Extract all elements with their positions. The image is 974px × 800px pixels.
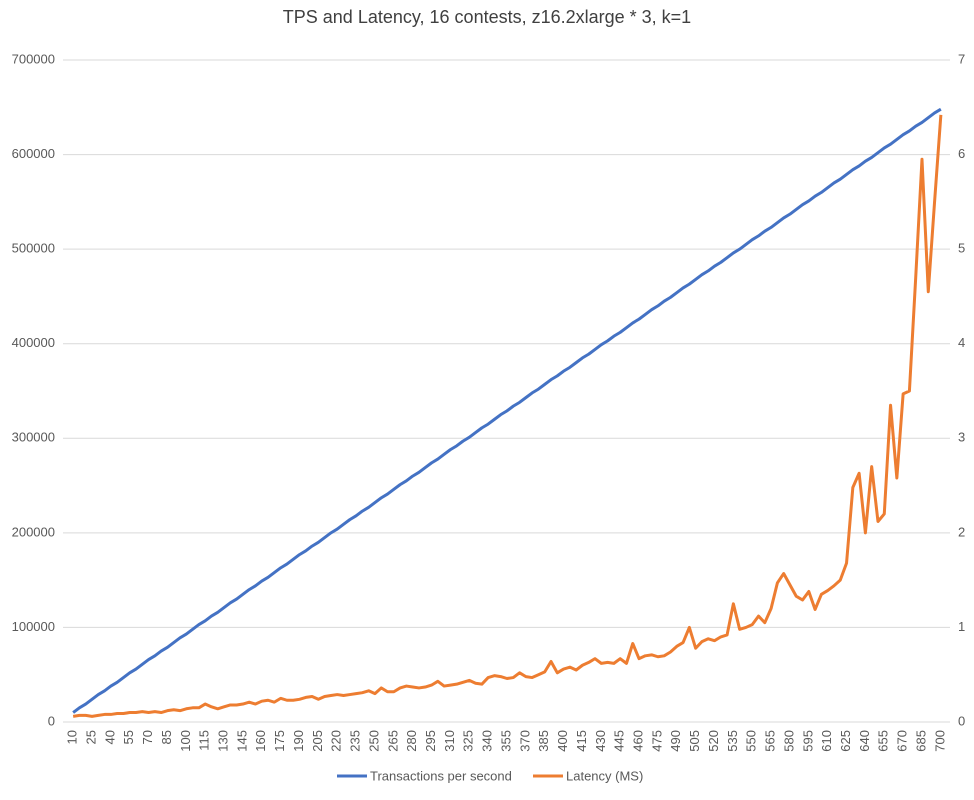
- x-tick-label: 700: [932, 730, 947, 752]
- x-tick-label: 280: [404, 730, 419, 752]
- x-tick-label: 550: [744, 730, 759, 752]
- x-tick-label: 25: [83, 730, 98, 744]
- x-tick-label: 565: [763, 730, 778, 752]
- x-tick-label: 310: [442, 730, 457, 752]
- y-tick-label: 200000: [12, 524, 55, 539]
- series-line: [72, 114, 943, 718]
- x-tick-label: 130: [215, 730, 230, 752]
- x-tick-label: 505: [687, 730, 702, 752]
- y2-tick-label: 6: [958, 146, 965, 161]
- x-tick-label: 355: [498, 730, 513, 752]
- y2-tick-label: 1: [958, 619, 965, 634]
- x-tick-label: 295: [423, 730, 438, 752]
- x-tick-label: 670: [895, 730, 910, 752]
- x-tick-label: 385: [536, 730, 551, 752]
- x-tick-label: 160: [253, 730, 268, 752]
- x-tick-label: 595: [800, 730, 815, 752]
- y-tick-label: 0: [48, 713, 55, 728]
- y2-tick-label: 5: [958, 241, 965, 256]
- x-tick-label: 340: [480, 730, 495, 752]
- x-tick-label: 400: [555, 730, 570, 752]
- x-tick-label: 115: [197, 730, 212, 751]
- x-tick-label: 655: [876, 730, 891, 752]
- x-tick-label: 175: [272, 730, 287, 752]
- y-tick-label: 600000: [12, 146, 55, 161]
- y-tick-label: 100000: [12, 619, 55, 634]
- y2-tick-label: 0: [958, 713, 965, 728]
- x-tick-label: 190: [291, 730, 306, 752]
- y2-tick-label: 3: [958, 430, 965, 445]
- x-tick-label: 100: [178, 730, 193, 752]
- x-tick-label: 460: [630, 730, 645, 752]
- legend-label: Transactions per second: [370, 768, 512, 783]
- x-tick-label: 475: [649, 730, 664, 752]
- x-tick-label: 685: [913, 730, 928, 752]
- chart-title: TPS and Latency, 16 contests, z16.2xlarg…: [283, 7, 691, 27]
- y-tick-label: 700000: [12, 51, 55, 66]
- y2-tick-label: 2: [958, 524, 965, 539]
- x-tick-label: 55: [121, 730, 136, 744]
- series-line: [72, 107, 942, 714]
- x-tick-label: 580: [781, 730, 796, 752]
- y2-tick-label: 7: [958, 51, 965, 66]
- y-tick-label: 400000: [12, 335, 55, 350]
- x-tick-label: 85: [159, 730, 174, 744]
- x-tick-label: 430: [593, 730, 608, 752]
- x-tick-label: 10: [65, 730, 80, 744]
- x-tick-label: 235: [348, 730, 363, 752]
- x-tick-label: 370: [517, 730, 532, 752]
- x-tick-label: 520: [706, 730, 721, 752]
- legend-label: Latency (MS): [566, 768, 643, 783]
- x-tick-label: 445: [612, 730, 627, 752]
- x-tick-label: 610: [819, 730, 834, 752]
- x-tick-label: 535: [725, 730, 740, 752]
- x-tick-label: 415: [574, 730, 589, 752]
- x-tick-label: 40: [102, 730, 117, 744]
- x-tick-label: 625: [838, 730, 853, 752]
- x-tick-label: 70: [140, 730, 155, 744]
- x-tick-label: 220: [329, 730, 344, 752]
- x-tick-label: 265: [385, 730, 400, 752]
- x-tick-label: 640: [857, 730, 872, 752]
- y2-tick-label: 4: [958, 335, 965, 350]
- x-tick-label: 205: [310, 730, 325, 752]
- x-tick-label: 250: [366, 730, 381, 752]
- x-tick-label: 145: [234, 730, 249, 752]
- x-tick-label: 490: [668, 730, 683, 752]
- y-tick-label: 300000: [12, 430, 55, 445]
- y-tick-label: 500000: [12, 241, 55, 256]
- x-tick-label: 325: [461, 730, 476, 752]
